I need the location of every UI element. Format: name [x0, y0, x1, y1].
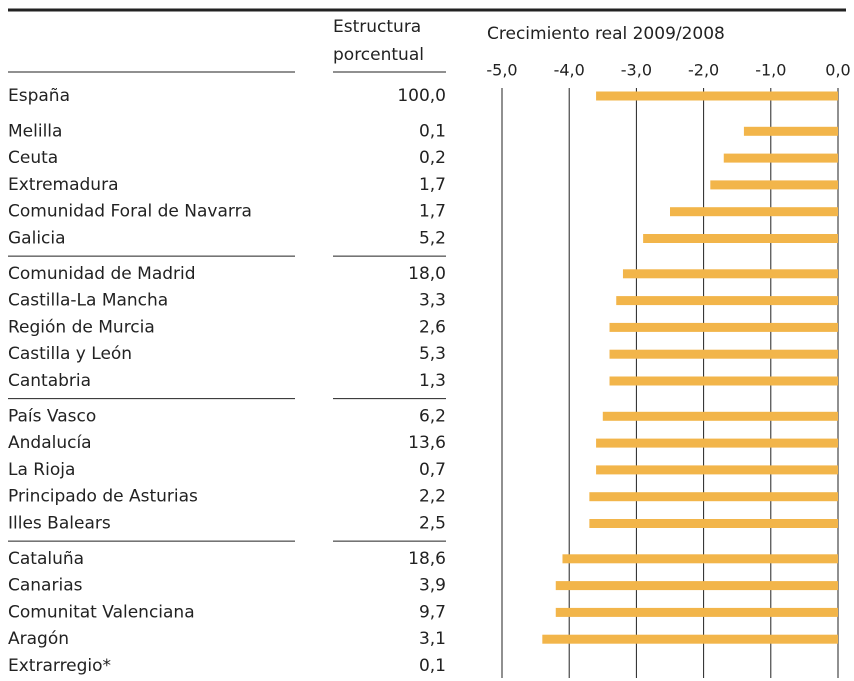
bar: [589, 492, 838, 502]
bar: [609, 322, 838, 332]
structure-value: 2,5: [419, 514, 446, 534]
column-header: porcentual: [333, 45, 424, 65]
row-label: Canarias: [8, 576, 83, 596]
structure-value: 2,6: [419, 317, 446, 337]
bar: [643, 234, 838, 243]
x-tick-label: -3,0: [621, 61, 652, 80]
bar: [596, 465, 838, 475]
structure-value: 0,2: [419, 148, 446, 168]
x-tick-label: 0,0: [825, 61, 850, 80]
structure-value: 18,6: [408, 549, 446, 569]
bar: [596, 91, 838, 101]
row-label: Cantabria: [8, 371, 91, 391]
x-tick-label: -2,0: [688, 61, 719, 80]
row-label: La Rioja: [8, 460, 75, 480]
row-label: Cataluña: [8, 549, 84, 569]
row-label: Castilla-La Mancha: [8, 291, 168, 311]
row-label: Comunitat Valenciana: [8, 602, 195, 622]
row-label: Ceuta: [8, 148, 58, 168]
structure-value: 9,7: [419, 602, 446, 622]
bar: [743, 126, 838, 136]
row-label: Castilla y León: [8, 344, 132, 364]
bar: [602, 411, 838, 421]
bar: [670, 207, 838, 217]
structure-value: 13,6: [408, 433, 446, 453]
structure-value: 0,1: [419, 121, 446, 141]
bar: [555, 581, 838, 591]
structure-value: 0,1: [419, 656, 446, 676]
row-label: Comunidad de Madrid: [8, 264, 196, 284]
chart-title: Crecimiento real 2009/2008: [487, 24, 725, 44]
column-header: Estructura: [333, 17, 421, 37]
structure-value: 18,0: [408, 264, 446, 284]
structure-value: 6,2: [419, 406, 446, 426]
bar: [723, 153, 838, 163]
structure-value: 2,2: [419, 487, 446, 507]
structure-value: 3,9: [419, 576, 446, 596]
bar: [622, 269, 838, 279]
structure-value: 5,2: [419, 229, 446, 249]
row-label: Comunidad Foral de Navarra: [8, 202, 252, 222]
bar: [710, 180, 838, 190]
row-label: Andalucía: [8, 433, 92, 453]
row-label: Aragón: [8, 629, 69, 649]
row-label: Extremadura: [8, 175, 119, 195]
row-label: Principado de Asturias: [8, 487, 198, 507]
structure-value: 1,3: [419, 371, 446, 391]
bar: [616, 296, 838, 306]
bar: [555, 607, 838, 617]
bar: [542, 634, 838, 644]
bar: [609, 349, 838, 359]
row-label: Extrarregio*: [8, 656, 111, 676]
row-label: Galicia: [8, 229, 66, 249]
structure-value: 5,3: [419, 344, 446, 364]
row-label: Illes Balears: [8, 514, 111, 534]
bar: [596, 438, 838, 448]
row-label: País Vasco: [8, 406, 96, 426]
structure-value: 3,3: [419, 291, 446, 311]
structure-value: 0,7: [419, 460, 446, 480]
structure-value: 100,0: [397, 86, 446, 106]
bar: [562, 554, 838, 564]
x-tick-label: -5,0: [486, 61, 517, 80]
x-tick-label: -1,0: [755, 61, 786, 80]
structure-value: 1,7: [419, 202, 446, 222]
structure-value: 3,1: [419, 629, 446, 649]
row-label: Región de Murcia: [8, 317, 155, 337]
row-label: España: [8, 86, 70, 106]
bar: [609, 376, 838, 386]
row-label: Melilla: [8, 121, 62, 141]
bar: [589, 519, 838, 528]
structure-value: 1,7: [419, 175, 446, 195]
x-tick-label: -4,0: [554, 61, 585, 80]
